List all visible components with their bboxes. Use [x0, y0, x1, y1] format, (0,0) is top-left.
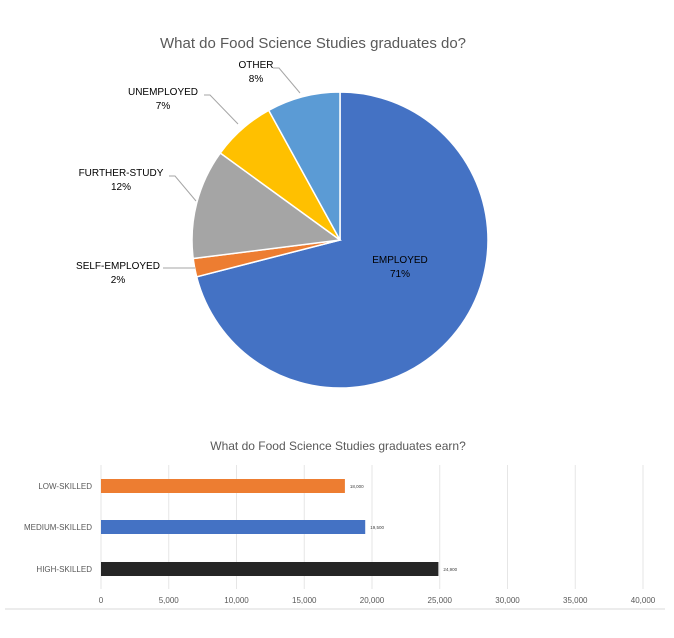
- pie-percent-unemployed: 7%: [156, 101, 171, 112]
- pie-percent-further-study: 12%: [111, 182, 131, 193]
- pie-label-unemployed: UNEMPLOYED: [128, 87, 198, 98]
- leader-line-other: [273, 67, 301, 94]
- pie-slices: [191, 91, 489, 389]
- x-tick-label-1: 5,000: [159, 596, 180, 605]
- bar-tick-labels: 0 5,000 10,000 15,000 20,000 25,000 30,000 35,0…: [99, 596, 656, 605]
- pie-slice-further-study: [191, 151, 342, 260]
- x-tick-label-3: 15,000: [292, 596, 317, 605]
- pie-percent-self-employed: 2%: [111, 275, 126, 286]
- category-label-high-skilled: HIGH-SKILLED: [36, 565, 92, 574]
- data-label-low-skilled: 18,000: [350, 484, 364, 489]
- pie-chart-title: What do Food Science Studies graduates d…: [160, 35, 466, 52]
- x-tick-label-5: 25,000: [428, 596, 453, 605]
- pie-label-employed: EMPLOYED: [372, 255, 428, 266]
- pie-label-self-employed: SELF-EMPLOYED: [76, 261, 160, 272]
- bar-high-skilled: [101, 562, 439, 576]
- pie-label-further-study: FURTHER-STUDY: [79, 168, 164, 179]
- pie-slice-other: [267, 91, 341, 241]
- category-label-medium-skilled: MEDIUM-SKILLED: [24, 523, 92, 532]
- leader-line-unemployed: [204, 94, 239, 125]
- bar-category-labels: LOW-SKILLED MEDIUM-SKILLED HIGH-SKILLED: [24, 482, 92, 574]
- x-tick-label-8: 40,000: [631, 596, 656, 605]
- pie-percent-employed: 71%: [390, 269, 410, 280]
- x-tick-label-7: 35,000: [563, 596, 588, 605]
- bar-chart: What do Food Science Studies graduates e…: [5, 439, 665, 610]
- pie-percent-other: 8%: [249, 74, 264, 85]
- pie-leader-lines: [163, 67, 301, 269]
- bar-low-skilled: [101, 479, 345, 493]
- category-label-low-skilled: LOW-SKILLED: [38, 482, 92, 491]
- x-tick-label-2: 10,000: [224, 596, 249, 605]
- pie-chart: What do Food Science Studies graduates d…: [76, 35, 489, 389]
- pie-slice-employed: [195, 91, 489, 389]
- bar-bars: [101, 479, 439, 576]
- x-tick-label-6: 30,000: [495, 596, 520, 605]
- data-label-high-skilled: 24,900: [443, 567, 457, 572]
- bar-chart-title: What do Food Science Studies graduates e…: [210, 439, 466, 453]
- data-label-medium-skilled: 19,500: [370, 525, 384, 530]
- pie-label-other: OTHER: [239, 60, 274, 71]
- x-tick-label-0: 0: [99, 596, 104, 605]
- leader-line-further-study: [169, 175, 197, 202]
- bar-medium-skilled: [101, 520, 366, 534]
- x-tick-label-4: 20,000: [360, 596, 385, 605]
- pie-labels: EMPLOYED 71% SELF-EMPLOYED 2% FURTHER-STUDY 1…: [76, 60, 428, 286]
- bar-data-labels: 18,000 19,500 24,900: [350, 484, 458, 572]
